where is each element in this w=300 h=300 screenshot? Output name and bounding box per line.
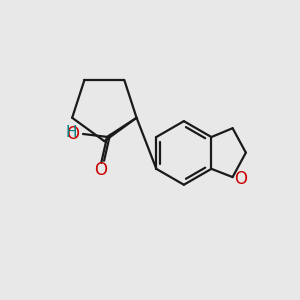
Text: O: O [94,161,107,179]
Text: H: H [65,125,77,140]
Text: O: O [66,125,80,143]
Text: O: O [234,170,247,188]
